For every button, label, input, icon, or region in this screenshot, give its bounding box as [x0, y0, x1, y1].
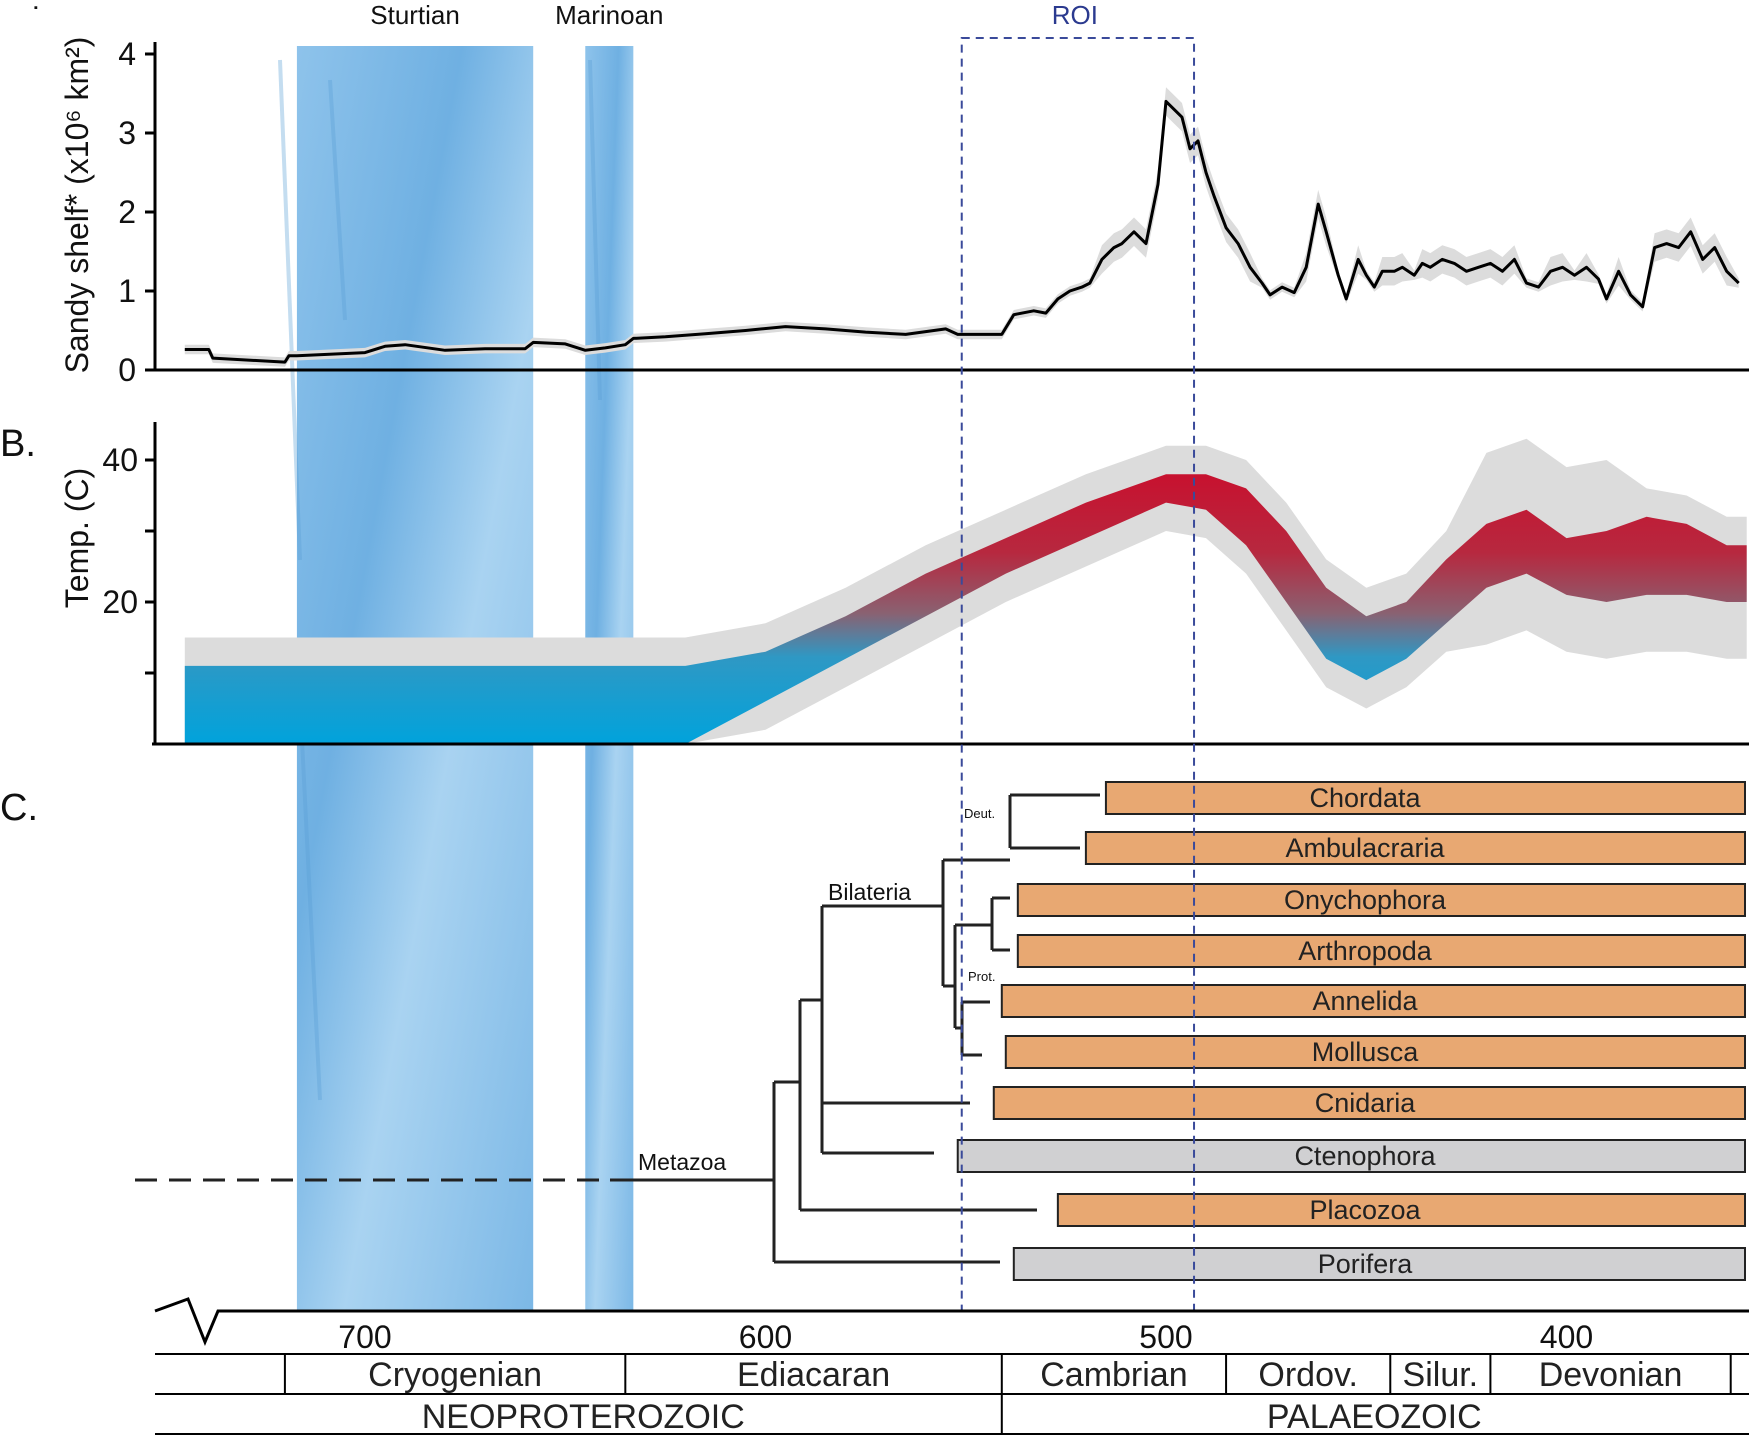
taxon-label-ambulacraria: Ambulacraria: [1285, 833, 1445, 863]
taxon-label-arthropoda: Arthropoda: [1298, 936, 1433, 966]
roi-label: ROI: [1052, 0, 1098, 30]
time-tick-label: 500: [1139, 1319, 1192, 1355]
period-label-ediacaran: Ediacaran: [737, 1356, 890, 1394]
period-label-cambrian: Cambrian: [1040, 1356, 1187, 1394]
taxon-label-porifera: Porifera: [1318, 1249, 1414, 1279]
panel-b-y-tick-label: 40: [102, 442, 138, 478]
period-label-devonian: Devonian: [1539, 1356, 1683, 1394]
panel-a-y-tick-label: 4: [118, 36, 136, 72]
ice-texture-streak: [328, 79, 347, 321]
taxon-label-mollusca: Mollusca: [1312, 1037, 1420, 1067]
time-axis: 700 600 500 400 Cryogenian Ediacaran Cambrian…: [154, 1297, 1749, 1436]
panel-a-y-ticks: 0 1 2 3 4: [118, 36, 155, 388]
geologic-eras-row: NEOPROTEROZOIC PALAEOZOIC: [155, 1394, 1749, 1436]
ice-texture-streak: [278, 59, 302, 561]
roi-rectangle: [960, 37, 1196, 1312]
taxon-bar-onychophora: [1016, 883, 1746, 917]
taxon-label-annelida: Annelida: [1312, 986, 1418, 1016]
taxon-label-cnidaria: Cnidaria: [1315, 1088, 1417, 1118]
panarthropod-node: [990, 896, 1010, 952]
panel-a-y-tick-label: 2: [118, 194, 136, 230]
panel-b-y-tick-label: 20: [102, 584, 138, 620]
deuterostome-node: [1008, 793, 1100, 850]
geologic-periods-row: Cryogenian Ediacaran Cambrian Ordov. Silur. D…: [155, 1353, 1749, 1395]
glaciation-label-sturtian: Sturtian: [370, 0, 460, 30]
clade-prot-label: Prot.: [968, 969, 995, 984]
clade-bilateria-label: Bilateria: [828, 879, 911, 905]
panel-b-y-axis-title: Temp. (C): [59, 468, 95, 608]
ice-texture-streak: [298, 699, 322, 1101]
metazoa-node: [772, 1080, 1000, 1264]
taxon-bar-porifera: [1012, 1247, 1746, 1281]
taxon-label-chordata: Chordata: [1309, 783, 1421, 813]
clade-deut-label: Deut.: [964, 806, 995, 821]
bilateria-cnidaria-ctenophora-node: [820, 904, 970, 1155]
stray-mark: ˙: [32, 1, 43, 37]
taxon-label-ctenophora: Ctenophora: [1294, 1141, 1436, 1171]
time-axis-line: [154, 1297, 1749, 1346]
era-label-palaeozoic: PALAEOZOIC: [1267, 1398, 1482, 1436]
taxon-bar-placozoa: [1056, 1193, 1746, 1227]
taxon-bar-chordata: [1104, 781, 1747, 815]
period-label-ordov: Ordov.: [1258, 1356, 1358, 1394]
taxon-bar-ctenophora: [956, 1139, 1746, 1173]
panel-c-label: C.: [0, 787, 38, 829]
glaciation-label-marinoan: Marinoan: [555, 0, 663, 30]
period-label-cryogenian: Cryogenian: [368, 1356, 542, 1394]
time-tick-label: 600: [739, 1319, 792, 1355]
period-label-silur: Silur.: [1403, 1356, 1479, 1394]
taxon-label-placozoa: Placozoa: [1309, 1195, 1421, 1225]
taxon-bar-cnidaria: [992, 1086, 1746, 1120]
taxon-bar-mollusca: [1004, 1035, 1746, 1069]
sandy-shelf-line: [184, 99, 1740, 364]
panel-a-y-tick-label: 1: [118, 273, 136, 309]
temperature-range-fill: [184, 474, 1747, 744]
panel-a-y-axis-title: Sandy shelf* (x10⁶ km²): [59, 37, 95, 374]
taxon-bar-annelida: [1000, 984, 1746, 1018]
eumetazoa-node: [798, 998, 1037, 1212]
panel-a-sandy-shelf: 0 1 2 3 4 Sandy shelf* (x10⁶ km²): [59, 36, 1749, 388]
time-tick-label: 400: [1540, 1319, 1593, 1355]
time-axis-ticks: 700 600 500 400: [338, 1319, 1593, 1355]
time-tick-label: 700: [338, 1319, 391, 1355]
ice-texture-streak: [588, 59, 602, 401]
taxon-label-onychophora: Onychophora: [1284, 885, 1447, 915]
taxon-range-bars: Chordata Ambulacraria Onychophora Arthropod…: [956, 781, 1747, 1281]
panel-b-label: B.: [0, 423, 36, 465]
bilateria-node: [941, 858, 1010, 988]
spiralia-node: [960, 1000, 990, 1057]
roi-box: ROI: [960, 0, 1196, 1312]
panel-c-phylogeny: C. Chordata Ambulacraria Onychophora Arthro…: [0, 781, 1747, 1281]
clade-metazoa-label: Metazoa: [638, 1149, 726, 1175]
panel-a-y-tick-label: 0: [118, 352, 136, 388]
taxon-bar-ambulacraria: [1084, 831, 1746, 865]
taxon-bar-arthropoda: [1016, 934, 1746, 968]
era-label-neoproterozoic: NEOPROTEROZOIC: [422, 1398, 745, 1436]
panel-a-y-tick-label: 3: [118, 115, 136, 151]
